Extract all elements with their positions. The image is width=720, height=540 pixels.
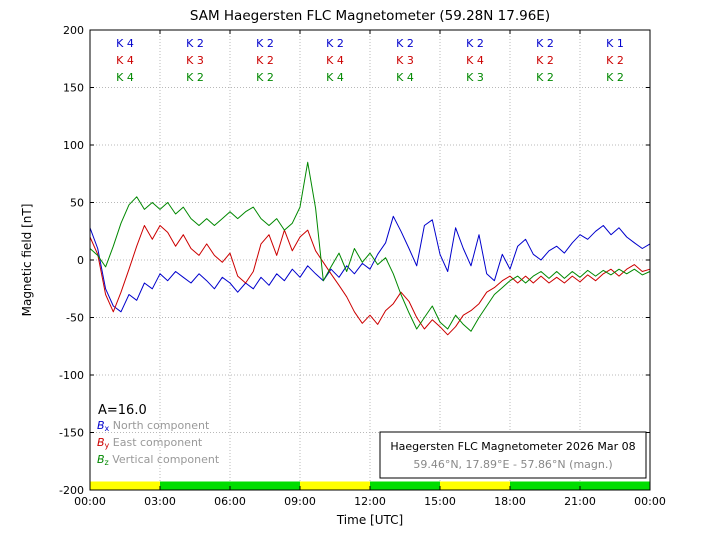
y-tick-label: 0 <box>77 254 84 267</box>
y-tick-label: -100 <box>59 369 84 382</box>
activity-strip-segment <box>230 481 300 490</box>
axes: 00:00 03:00 06:00 09:00 12:00 15:00 18:00 21:00… <box>59 24 666 508</box>
y-tick-label: 200 <box>63 24 84 37</box>
chart-title: SAM Haegersten FLC Magnetometer (59.28N … <box>190 8 550 24</box>
k-index-label: K 4 <box>396 71 414 84</box>
k-index-label: K 4 <box>326 71 344 84</box>
activity-strip-segment <box>300 481 370 490</box>
k-index-label: K 1 <box>606 37 624 50</box>
info-line-2: 59.46°N, 17.89°E - 57.86°N (magn.) <box>413 458 612 471</box>
k-index-label: K 2 <box>256 37 274 50</box>
x-tick-label: 09:00 <box>284 495 316 508</box>
y-tick-label: -50 <box>66 312 84 325</box>
series-line-bx <box>89 215 651 313</box>
x-tick-label: 06:00 <box>214 495 246 508</box>
x-tick-label: 18:00 <box>494 495 526 508</box>
k-index-label: K 2 <box>606 71 624 84</box>
x-tick-label: 21:00 <box>564 495 596 508</box>
series-lines <box>89 161 651 336</box>
activity-strip-segment <box>160 481 230 490</box>
k-index-label: K 2 <box>256 54 274 67</box>
activity-strip-segment <box>370 481 440 490</box>
k-index-label: K 2 <box>256 71 274 84</box>
y-tick-label: -200 <box>59 484 84 497</box>
activity-strip-segment <box>90 481 160 490</box>
k-index-label: K 2 <box>186 37 204 50</box>
legend: Bx North component By East component Bz Ve… <box>97 419 220 467</box>
legend-entry-by: By East component <box>97 436 203 450</box>
x-tick-label: 03:00 <box>144 495 176 508</box>
legend-entry-bx: Bx North component <box>97 419 210 433</box>
y-tick-label: -150 <box>59 427 84 440</box>
x-tick-label: 12:00 <box>354 495 386 508</box>
info-line-1: Haegersten FLC Magnetometer 2026 Mar 08 <box>390 440 635 453</box>
k-index-label: K 4 <box>116 71 134 84</box>
legend-entry-bz: Bz Vertical component <box>97 453 220 467</box>
k-index-label: K 2 <box>536 71 554 84</box>
k-index-label: K 2 <box>466 37 484 50</box>
info-box-frame <box>379 431 647 479</box>
k-index-label: K 4 <box>116 37 134 50</box>
a-index-label: A=16.0 <box>98 403 147 418</box>
k-index-label: K 2 <box>396 37 414 50</box>
activity-strip-segment <box>440 481 510 490</box>
k-index-label: K 2 <box>186 71 204 84</box>
k-index-label: K 2 <box>326 37 344 50</box>
y-axis-label: Magnetic field [nT] <box>20 204 34 317</box>
activity-strip <box>90 481 650 490</box>
series-line-by <box>89 225 651 336</box>
x-tick-label: 00:00 <box>74 495 106 508</box>
x-axis-label: Time [UTC] <box>336 513 403 527</box>
k-index-label: K 4 <box>466 54 484 67</box>
k-index-label: K 3 <box>466 71 484 84</box>
k-index-label: K 3 <box>186 54 204 67</box>
k-index-label: K 2 <box>606 54 624 67</box>
x-tick-label: 15:00 <box>424 495 456 508</box>
k-index-label: K 2 <box>536 54 554 67</box>
k-index-annotations: K 4 K 2 K 2 K 2 K 2 K 2 K 2 K 1 K 4 K 3 K 2 K 4 K 3 K… <box>116 37 624 84</box>
k-index-label: K 4 <box>116 54 134 67</box>
y-tick-label: 100 <box>63 139 84 152</box>
info-box: Haegersten FLC Magnetometer 2026 Mar 08 … <box>379 431 647 479</box>
k-index-label: K 3 <box>396 54 414 67</box>
activity-strip-segment <box>510 481 580 490</box>
y-tick-label: 150 <box>63 82 84 95</box>
k-index-label: K 2 <box>536 37 554 50</box>
activity-strip-segment <box>580 481 650 490</box>
x-tick-label: 00:00 <box>634 495 666 508</box>
series-line-bz <box>89 161 651 332</box>
y-tick-label: 50 <box>70 197 84 210</box>
k-index-label: K 4 <box>326 54 344 67</box>
